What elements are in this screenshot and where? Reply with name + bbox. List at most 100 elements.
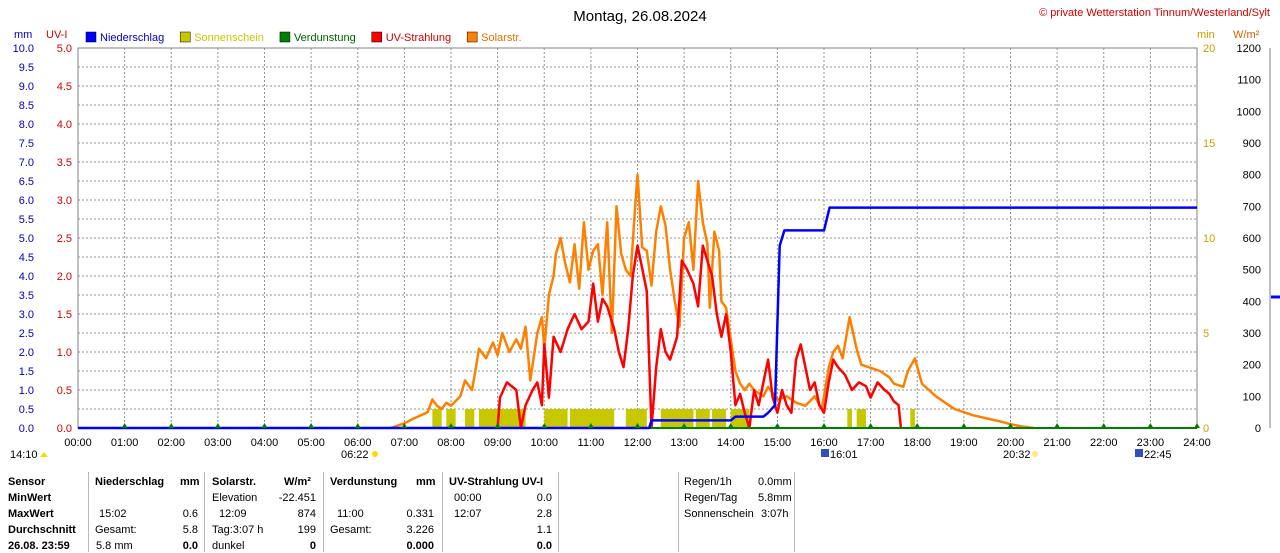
- mm-tick-label: 7.5: [19, 138, 34, 150]
- sunshine-bar: [625, 409, 647, 428]
- uvi-tick-label: 3.5: [57, 157, 72, 169]
- min-tick-label: 10: [1203, 233, 1215, 245]
- wm2-tick-label: 0: [1255, 423, 1261, 435]
- sunshine-bar: [569, 409, 615, 428]
- wm2-tick-label: 1200: [1237, 43, 1261, 55]
- evaporation-marker: [867, 423, 874, 428]
- sol-max-value: 874: [297, 508, 316, 520]
- x-tick-label: 00:00: [64, 437, 92, 449]
- evaporation-marker: [960, 423, 967, 428]
- rain-day-value: 5.8mm: [758, 492, 792, 504]
- sol-dark-value: 0: [309, 540, 316, 552]
- x-tick-label: 23:00: [1137, 437, 1165, 449]
- station-credit: © private Wetterstation Tinnum/Westerlan…: [1039, 7, 1270, 19]
- sunshine-bar: [856, 409, 866, 428]
- x-tick-label: 11:00: [578, 437, 605, 449]
- uvi-tick-label: 3.0: [57, 195, 72, 207]
- uv-radiation-line: [496, 244, 903, 430]
- uvi-tick-label: 2.5: [57, 233, 72, 245]
- now-time-label: 14:10: [10, 449, 38, 461]
- evaporation-marker: [401, 423, 408, 428]
- min-tick-label: 20: [1203, 43, 1215, 55]
- precipitation-line: [78, 206, 1197, 430]
- legend-swatch: [85, 31, 97, 43]
- x-tick-label: 13:00: [670, 437, 698, 449]
- uv-max-value: 2.8: [536, 508, 552, 520]
- uvi-tick-label: 0.5: [57, 385, 72, 397]
- sunrise-label: 06:22: [341, 449, 369, 461]
- legend-item: Verdunstung: [279, 31, 356, 44]
- evaporation-marker: [121, 423, 128, 428]
- legend-label: Verdunstung: [294, 32, 356, 44]
- wm2-tick-label: 200: [1243, 360, 1261, 372]
- sunset-label: 20:32: [1003, 449, 1031, 461]
- evaporation-marker: [914, 423, 921, 428]
- sol-dark-label: dunkel: [212, 540, 245, 552]
- uvi-tick-label: 1.5: [57, 309, 72, 321]
- x-tick-label: 19:00: [950, 437, 978, 449]
- legend-swatch: [466, 31, 478, 43]
- min-row-label: MinWert: [8, 492, 52, 504]
- uv-min-time: 00:00: [454, 492, 482, 504]
- legend-item: Sonnenschein: [179, 31, 264, 44]
- x-tick-label: 01:00: [111, 437, 139, 449]
- sol-elevation-label: Elevation: [212, 492, 258, 504]
- event1-label: 16:01: [830, 449, 858, 461]
- legend-label: Solarstr.: [481, 32, 521, 44]
- ver-total-value: 3.226: [406, 524, 434, 536]
- sol-max-time: 12:09: [219, 508, 247, 520]
- x-tick-label: 02:00: [157, 437, 185, 449]
- evaporation-marker: [1100, 423, 1107, 428]
- event2-label: 22:45: [1144, 449, 1172, 461]
- uvi-tick-label: 1.0: [57, 347, 72, 359]
- sunshine-bar: [446, 409, 456, 428]
- uv-bottom-value: 0.0: [536, 540, 552, 552]
- evaporation-marker: [1054, 423, 1061, 428]
- divider: [558, 472, 559, 552]
- weather-chart: Montag, 26.08.2024 © private Wetterstati…: [10, 7, 1280, 461]
- wm2-tick-label: 100: [1243, 391, 1261, 403]
- divider: [323, 472, 324, 552]
- evaporation-marker: [1194, 423, 1200, 428]
- ns-max-time: 15:02: [99, 508, 127, 520]
- evaporation-marker: [587, 423, 594, 428]
- sunshine-label: Sonnenschein: [684, 508, 754, 520]
- uv-avg-value: 1.1: [536, 524, 552, 536]
- x-tick-label: 08:00: [437, 437, 465, 449]
- wm2-tick-label: 900: [1243, 138, 1261, 150]
- sunshine-bar: [910, 409, 915, 428]
- divider: [204, 472, 205, 552]
- wm2-tick-label: 1000: [1237, 106, 1261, 118]
- mm-tick-label: 3.5: [19, 290, 34, 302]
- mm-tick-label: 5.0: [19, 233, 34, 245]
- x-tick-label: 16:00: [810, 437, 838, 449]
- sensor-header: Sensor: [8, 476, 46, 488]
- ver-max-time: 11:00: [337, 508, 364, 520]
- rain-day-label: Regen/Tag: [684, 492, 738, 504]
- ver-title: Verdunstung: [330, 476, 398, 488]
- legend-item: Niederschlag: [85, 31, 164, 44]
- evaporation-marker: [1147, 423, 1154, 428]
- evaporation-marker: [448, 423, 454, 428]
- ns-bottom-value: 0.0: [182, 540, 198, 552]
- mm-tick-label: 3.0: [19, 309, 34, 321]
- evaporation-marker: [727, 423, 734, 428]
- evaporation-marker: [354, 423, 361, 428]
- legend-item: Solarstr.: [466, 31, 522, 44]
- sunshine-bar: [712, 409, 727, 428]
- sun-icon: [40, 452, 48, 457]
- rain-1h-label: Regen/1h: [684, 476, 732, 488]
- min-tick-label: 0: [1203, 423, 1209, 435]
- x-tick-label: 15:00: [764, 437, 792, 449]
- evaporation-marker: [494, 423, 501, 428]
- legend-swatch: [371, 31, 382, 43]
- x-tick-label: 03:00: [204, 437, 232, 449]
- chart-legend: Niederschlag Sonnenschein Verdunstung UV-St…: [85, 31, 522, 44]
- ns-total-label: Gesamt:: [95, 524, 137, 536]
- ver-max-value: 0.331: [406, 508, 434, 520]
- mm-tick-label: 7.0: [19, 157, 34, 169]
- ns-total-value: 5.8: [182, 524, 198, 536]
- mm-tick-label: 5.5: [19, 214, 34, 226]
- moon-event-icon: [821, 449, 829, 457]
- sunshine-bar: [695, 409, 710, 428]
